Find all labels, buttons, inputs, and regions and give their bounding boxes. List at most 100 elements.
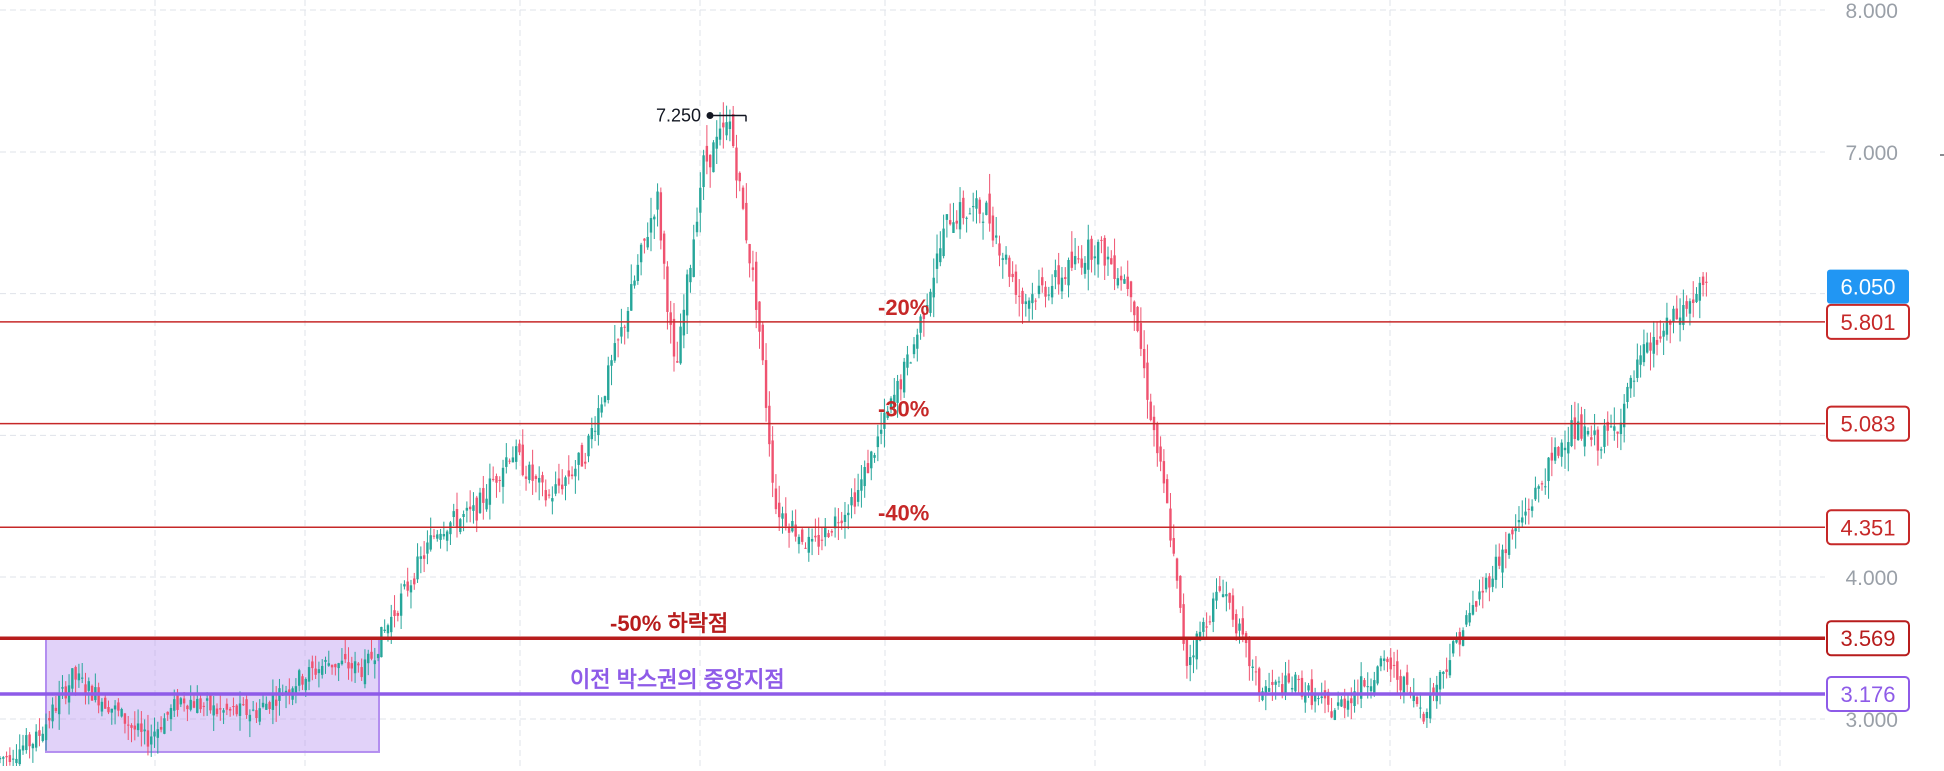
candle — [1379, 655, 1383, 672]
candle-body — [847, 512, 850, 516]
candle-body — [1106, 256, 1110, 260]
candle — [370, 637, 373, 661]
candle-body — [893, 394, 896, 406]
candle-body — [284, 690, 288, 693]
candle — [1041, 267, 1044, 293]
candle-body — [554, 484, 557, 494]
candle — [1563, 430, 1567, 469]
candle — [1465, 610, 1468, 628]
candle — [1609, 414, 1613, 428]
candle-body — [8, 755, 12, 763]
candle — [25, 728, 28, 754]
candle — [689, 264, 692, 293]
candle-body — [173, 699, 176, 711]
candle-body — [311, 661, 314, 669]
candle-body — [1228, 592, 1231, 603]
candle-body — [1521, 517, 1524, 523]
candle-body — [1580, 414, 1583, 439]
candle-body — [1041, 277, 1044, 286]
candle — [34, 724, 38, 752]
candle — [1445, 657, 1448, 679]
candle-body — [136, 723, 140, 731]
candle — [1596, 426, 1600, 466]
candle-body — [1560, 442, 1563, 457]
candle-body — [1281, 684, 1284, 696]
candle-body — [150, 736, 153, 745]
candle — [712, 140, 715, 173]
candle-body — [649, 218, 653, 233]
candle-body — [57, 694, 61, 715]
candle — [561, 469, 564, 495]
candle-body — [1096, 241, 1100, 265]
candle — [1350, 687, 1353, 720]
candle — [708, 154, 712, 188]
candle-body — [18, 749, 21, 765]
candle-body — [1428, 693, 1432, 719]
candle — [110, 708, 113, 725]
price-axis[interactable]: 8.000 7.000 4.000 3.000 — [1845, 0, 1944, 732]
candle-body — [1698, 282, 1701, 301]
candle — [426, 530, 429, 565]
candle — [1110, 250, 1113, 265]
candle-body — [1363, 680, 1366, 687]
candle-body — [1195, 633, 1198, 660]
candle — [196, 685, 199, 714]
candle-body — [87, 681, 90, 691]
candle — [462, 510, 465, 532]
candle-body — [1629, 377, 1632, 389]
candle-body — [271, 694, 275, 710]
candle — [824, 517, 827, 547]
candle-body — [544, 490, 547, 501]
price-tag — [1826, 405, 1910, 442]
candle — [84, 672, 87, 705]
candle-body — [1642, 344, 1646, 363]
candle-body — [1139, 323, 1143, 349]
candle-body — [797, 536, 801, 545]
candle-body — [1004, 254, 1008, 260]
candle — [1113, 238, 1116, 291]
candle-body — [1225, 594, 1228, 597]
candle-body — [1073, 256, 1077, 265]
candle — [1146, 344, 1149, 419]
candle-body — [787, 526, 791, 533]
candle-body — [268, 702, 271, 709]
candle — [626, 306, 630, 339]
candle — [866, 449, 870, 474]
candle — [1514, 514, 1517, 549]
candle-body — [998, 243, 1001, 256]
candle-body — [205, 698, 209, 701]
candle — [5, 751, 8, 770]
candle-body — [34, 731, 38, 748]
candle-body — [202, 705, 206, 707]
candle — [1540, 480, 1544, 491]
candle-body — [383, 629, 386, 631]
candle-body — [975, 198, 978, 209]
candle — [1626, 382, 1629, 409]
candle-body — [317, 669, 321, 674]
candle-body — [1031, 294, 1034, 304]
candle-body — [1100, 239, 1103, 241]
candle — [514, 439, 518, 470]
candle-body — [1103, 237, 1106, 266]
candle — [705, 125, 709, 175]
candle-body — [754, 261, 758, 310]
candle-body — [725, 122, 728, 136]
candle — [360, 658, 363, 681]
candle-body — [1359, 676, 1363, 699]
candle — [1530, 499, 1534, 518]
candle-body — [163, 718, 166, 734]
candle-body — [932, 277, 935, 298]
candle-body — [781, 513, 784, 519]
price-tag — [1826, 509, 1910, 546]
candle-body — [653, 216, 656, 220]
candle — [1386, 656, 1389, 672]
candle — [587, 433, 590, 463]
candle-body — [44, 724, 48, 741]
candle — [1422, 711, 1425, 725]
candle — [1073, 238, 1077, 270]
candle-body — [235, 705, 238, 715]
candle-body — [1425, 712, 1429, 719]
candle-body — [403, 584, 406, 587]
